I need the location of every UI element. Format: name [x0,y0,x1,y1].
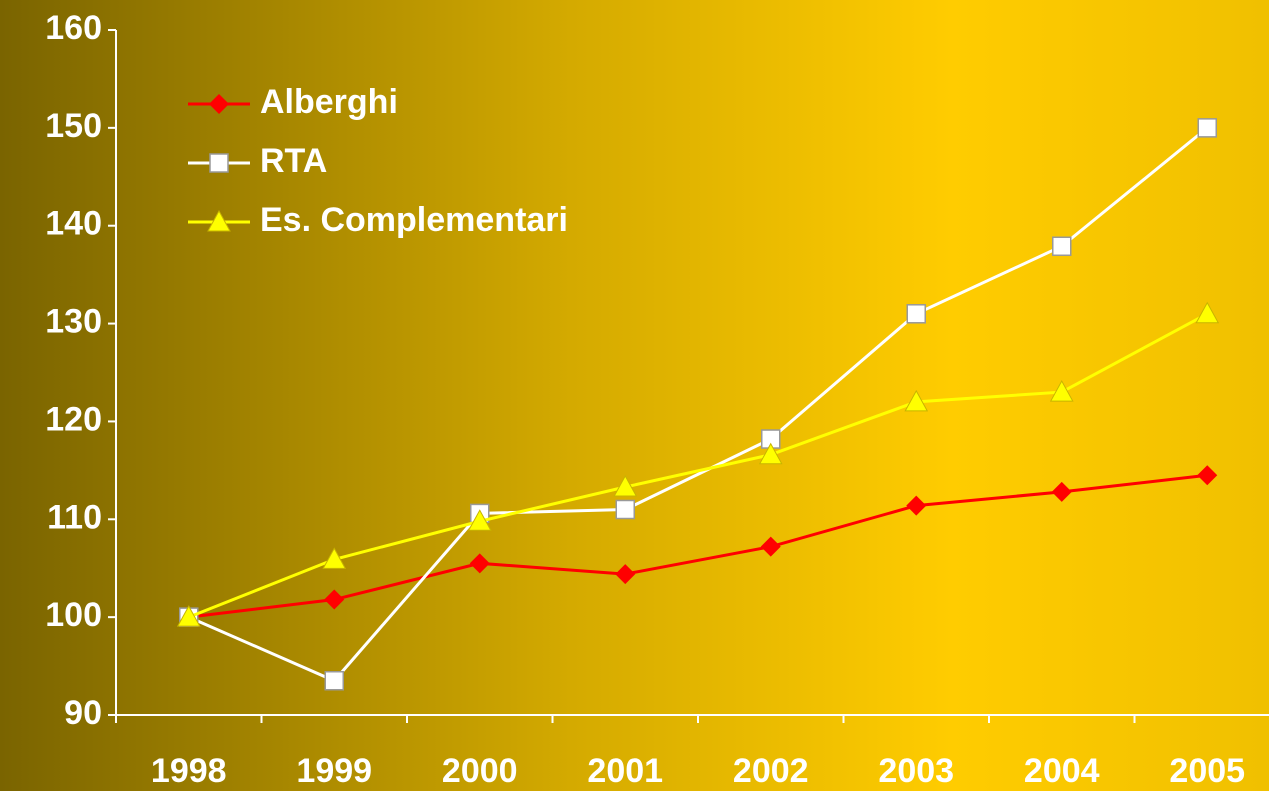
x-tick-label: 2000 [442,752,518,790]
marker [1195,301,1220,324]
marker [324,671,344,691]
marker [324,589,345,610]
y-tick-label: 150 [45,107,102,145]
x-tick-label: 2005 [1169,752,1245,790]
y-tick-label: 130 [45,303,102,341]
series-line [188,473,1208,619]
marker [1197,118,1217,138]
legend-label: RTA [260,142,327,180]
marker [209,94,229,114]
x-tick-label: 1998 [151,752,227,790]
marker [1051,481,1072,502]
legend-label: Es. Complementari [260,201,568,239]
series-line [188,126,1209,683]
marker [467,509,492,531]
marker [904,389,929,412]
marker [1197,465,1218,486]
marker [1052,236,1072,257]
marker [760,536,781,557]
marker [322,547,347,569]
y-tick-label: 160 [45,9,102,47]
x-tick-label: 2002 [733,752,809,790]
marker [615,499,635,520]
x-tick-label: 2004 [1024,752,1100,790]
y-tick-label: 100 [45,596,102,634]
marker [1049,380,1074,402]
marker [615,564,636,585]
marker [613,474,638,497]
x-tick-label: 2001 [587,752,663,790]
series-line [188,312,1208,619]
marker [176,605,201,627]
y-tick-label: 140 [45,205,102,243]
marker [207,209,231,232]
marker [758,442,783,465]
x-tick-label: 2003 [878,752,954,790]
marker [469,553,490,574]
marker [209,153,229,173]
y-tick-label: 110 [47,498,102,536]
y-tick-label: 120 [45,400,102,438]
x-tick-label: 1999 [296,752,372,790]
marker [906,304,926,324]
legend-label: Alberghi [260,83,398,121]
y-tick-label: 90 [64,694,102,732]
marker [906,495,927,516]
